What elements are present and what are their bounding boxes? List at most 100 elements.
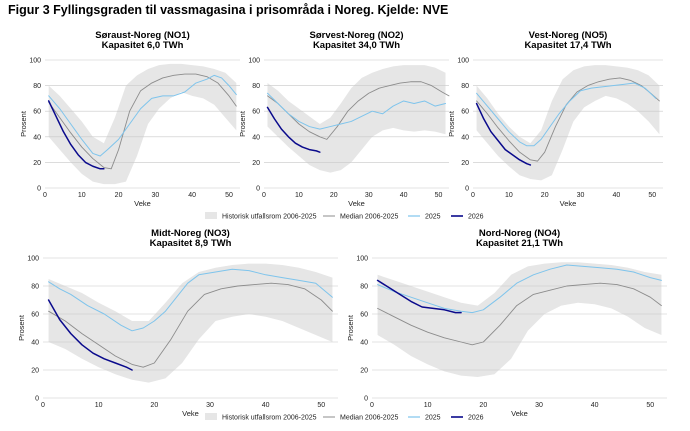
x-axis-label: Veke [134,199,151,208]
series-line-2025 [476,82,657,147]
y-tick-label: 100 [356,256,368,263]
y-tick-label: 60 [461,109,469,116]
x-tick-label: 40 [591,402,599,409]
median-line [267,81,450,140]
legend-swatch-band [205,212,217,219]
panel-subtitle: Kapasitet 34,0 TWh [313,40,400,51]
panel-5: Nord-Noreg (NO4)Kapasitet 21,1 TWh 0 20 40 6… [346,228,667,418]
y-tick-label: 20 [31,368,39,375]
series-line-2025 [48,74,237,157]
x-tick-label: 20 [115,192,123,199]
panel-title: Vest-Noreg (NO5) [529,30,608,41]
x-tick-label: 50 [646,402,654,409]
y-tick-label: 20 [252,160,260,167]
y-tick-label: 80 [33,83,41,90]
y-tick-label: 20 [461,160,469,167]
series-line-2026 [266,106,321,153]
y-axis-label: Prosent [17,314,26,341]
y-tick-label: 100 [29,58,41,65]
y-tick-label: 40 [461,134,469,141]
x-axis-label: Veke [182,409,199,418]
panel-subtitle: Kapasitet 21,1 TWh [476,238,563,249]
y-tick-label: 100 [248,58,260,65]
y-tick-label: 20 [360,368,368,375]
y-tick-label: 100 [27,256,39,263]
x-tick-label: 20 [479,402,487,409]
figure-title: Figur 3 Fyllingsgraden til vassmagasina … [8,3,449,17]
y-tick-label: 0 [256,186,260,193]
median-line [48,73,237,170]
median-line [377,282,662,346]
x-tick-label: 0 [262,192,266,199]
x-tick-label: 10 [78,192,86,199]
series-line-2026 [47,299,133,371]
legend-label: Historisk utfallsrom 2006-2025 [222,214,317,221]
x-tick-label: 0 [43,192,47,199]
y-tick-label: 60 [33,109,41,116]
x-tick-label: 10 [295,192,303,199]
y-axis-label: Prosent [19,110,28,137]
x-tick-label: 50 [435,192,443,199]
panel-title: Sørvest-Noreg (NO2) [310,30,404,41]
x-tick-label: 20 [150,402,158,409]
historical-range-band [476,65,660,181]
x-tick-label: 30 [365,192,373,199]
legend-label: 2026 [468,415,484,422]
x-tick-label: 0 [370,402,374,409]
y-tick-label: 0 [465,186,469,193]
y-tick-label: 0 [35,396,39,403]
x-axis-label: Veke [348,199,365,208]
series-line-2026 [475,102,532,166]
historical-range-band [377,262,662,377]
x-tick-label: 0 [41,402,45,409]
panel-2: Sørvest-Noreg (NO2)Kapasitet 34,0 TWh 0 20… [238,30,450,208]
series-line-2026 [376,279,462,314]
historical-range-band [48,263,333,383]
y-axis-label: Prosent [238,110,247,137]
y-tick-label: 80 [31,284,39,291]
y-tick-label: 40 [252,134,260,141]
legend-label: Median 2006-2025 [340,214,398,221]
x-tick-label: 50 [225,192,233,199]
y-tick-label: 40 [31,340,39,347]
series-line-2026 [47,100,105,170]
y-tick-label: 80 [252,83,260,90]
legend-label: 2025 [425,415,441,422]
x-tick-label: 10 [95,402,103,409]
y-tick-label: 60 [360,312,368,319]
x-tick-label: 30 [206,402,214,409]
x-tick-label: 20 [541,192,549,199]
x-tick-label: 10 [505,192,513,199]
panel-title: Søraust-Noreg (NO1) [95,30,189,41]
y-tick-label: 60 [252,109,260,116]
series-line-2025 [377,264,662,314]
legend-label: Median 2006-2025 [340,415,398,422]
x-tick-label: 40 [262,402,270,409]
y-tick-label: 60 [31,312,39,319]
panel-subtitle: Kapasitet 17,4 TWh [524,40,611,51]
y-axis-label: Prosent [447,110,456,137]
series-line-2025 [48,268,333,332]
x-tick-label: 0 [471,192,475,199]
legend-label: 2025 [425,214,441,221]
y-tick-label: 0 [364,396,368,403]
x-axis-label: Veke [560,199,577,208]
panel-title: Nord-Noreg (NO4) [479,228,560,239]
x-tick-label: 30 [577,192,585,199]
panel-subtitle: Kapasitet 6,0 TWh [102,40,184,51]
y-tick-label: 40 [360,340,368,347]
x-tick-label: 20 [330,192,338,199]
x-tick-label: 30 [535,402,543,409]
y-axis-label: Prosent [346,314,355,341]
x-tick-label: 40 [400,192,408,199]
panel-3: Vest-Noreg (NO5)Kapasitet 17,4 TWh 0 20 40 6… [447,30,663,208]
median-line [48,282,333,368]
y-tick-label: 20 [33,160,41,167]
panel-4: Midt-Noreg (NO3)Kapasitet 8,9 TWh 0 20 40 60… [17,228,338,418]
legend: Historisk utfallsrom 2006-2025 Median 200… [205,212,484,221]
x-tick-label: 50 [317,402,325,409]
series-line-2025 [266,92,447,130]
panel-1: Søraust-Noreg (NO1)Kapasitet 6,0 TWh 0 20 4… [19,30,240,208]
legend-swatch-band [205,413,217,420]
